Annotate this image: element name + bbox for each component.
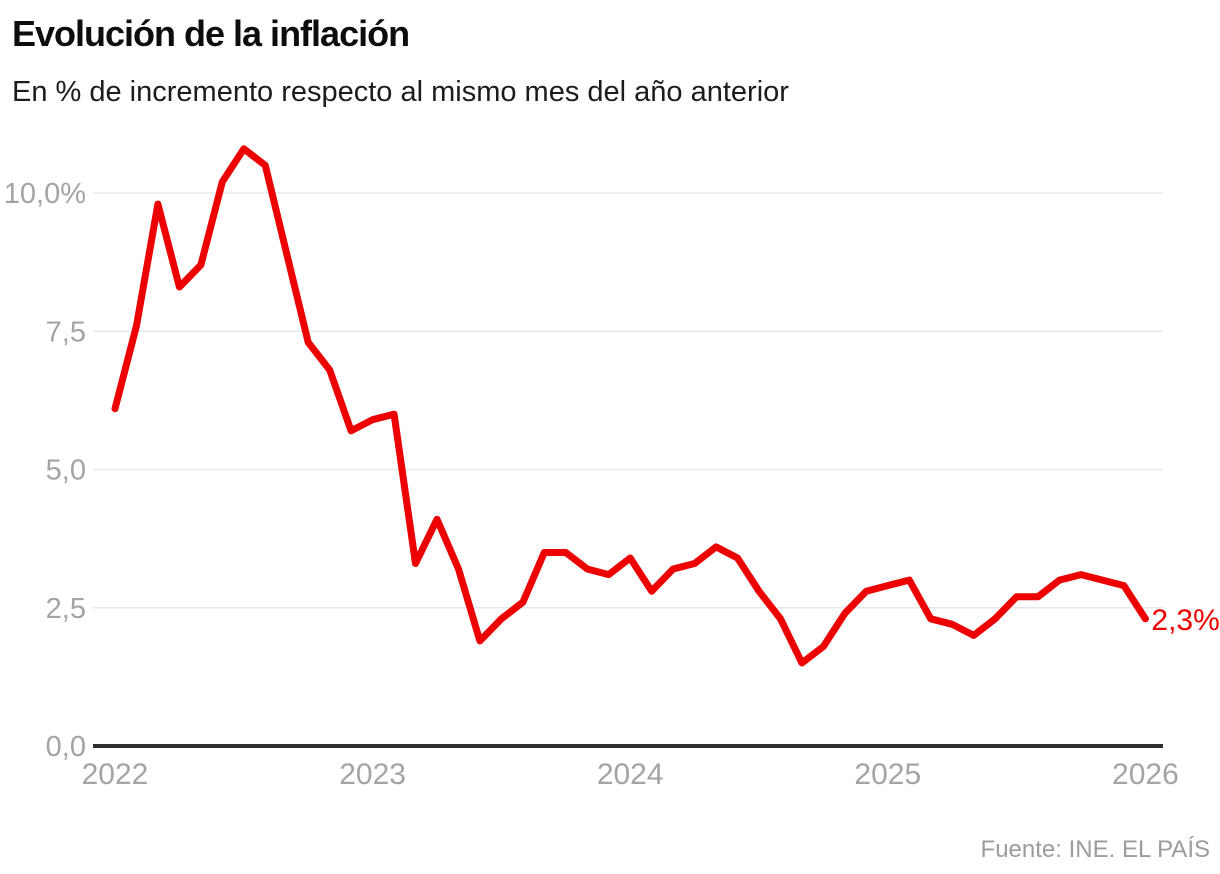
y-tick-label: 10,0% [4, 178, 86, 210]
x-tick-label: 2022 [82, 758, 149, 791]
y-tick-label: 7,5 [46, 316, 86, 348]
x-tick-label: 2023 [339, 758, 406, 791]
x-tick-label: 2026 [1112, 758, 1179, 791]
inflation-line [111, 145, 1149, 667]
source-attribution: Fuente: INE. EL PAÍS [980, 836, 1210, 863]
x-tick-label: 2025 [854, 758, 921, 791]
y-tick-label: 0,0 [46, 731, 86, 763]
y-tick-label: 5,0 [46, 455, 86, 487]
chart-title: Evolución de la inflación [12, 13, 410, 54]
x-tick-label: 2024 [597, 758, 664, 791]
latest-value-label: 2,3% [1151, 604, 1219, 637]
chart-subtitle: En % de incremento respecto al mismo mes… [12, 76, 789, 108]
y-tick-label: 2,5 [46, 593, 86, 625]
